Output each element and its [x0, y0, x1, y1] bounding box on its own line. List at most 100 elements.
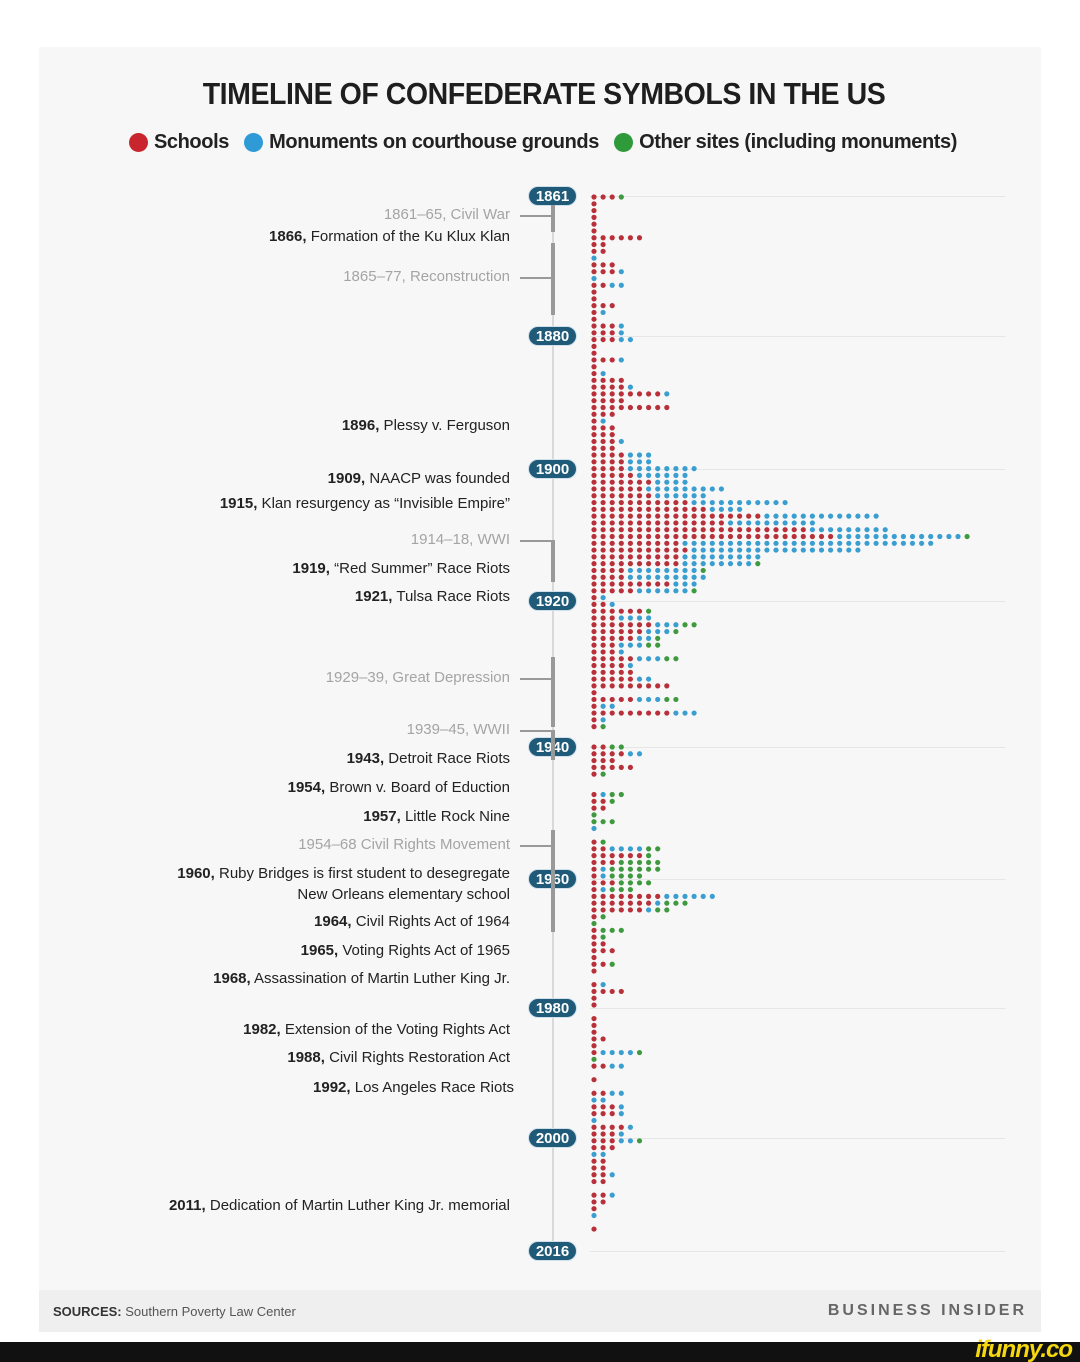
other-site-dot [636, 880, 643, 886]
school-dot [600, 547, 606, 553]
monument-dot [600, 886, 606, 893]
school-dot [591, 486, 597, 492]
school-dot [627, 635, 634, 641]
school-dot [618, 683, 624, 689]
school-dot [618, 628, 624, 635]
school-dot [600, 662, 606, 669]
monument-dot [828, 527, 834, 533]
school-dot [627, 540, 634, 546]
school-dot [618, 853, 624, 859]
school-dot [600, 194, 606, 200]
school-dot [591, 336, 597, 343]
monument-dot [673, 493, 679, 499]
monument-dot [609, 1090, 615, 1096]
school-dot [727, 513, 734, 519]
school-dot [591, 459, 597, 465]
school-dot [636, 391, 643, 397]
school-dot [600, 384, 606, 390]
school-dot [600, 506, 606, 512]
monument-dot [673, 479, 679, 485]
school-dot [600, 900, 606, 906]
school-dot [591, 330, 597, 336]
school-dot [609, 635, 615, 641]
school-dot [591, 595, 597, 601]
monument-dot [818, 540, 825, 546]
monument-dot [718, 486, 725, 492]
school-dot [609, 499, 615, 506]
monument-dot [700, 547, 706, 553]
other-site-dot [682, 622, 688, 628]
monument-dot [718, 561, 725, 567]
school-dot [600, 323, 606, 329]
other-site-dot [618, 866, 624, 872]
year-marker: 1980 [528, 998, 577, 1018]
school-dot [609, 303, 615, 309]
monument-dot [646, 486, 652, 492]
school-dot [618, 622, 624, 628]
monument-dot [700, 540, 706, 546]
monument-dot [755, 547, 761, 553]
school-dot [591, 391, 597, 397]
school-dot [591, 642, 597, 648]
event-year: 1968, [213, 970, 251, 987]
monument-dot [664, 588, 670, 594]
event-label: 2011, Dedication of Martin Luther King J… [169, 1195, 510, 1216]
school-dot [755, 513, 761, 519]
school-dot [591, 499, 597, 506]
school-dot [609, 859, 615, 866]
school-dot [591, 323, 597, 329]
other-site-dot [609, 819, 615, 825]
school-dot [636, 533, 643, 540]
other-site-dot [655, 846, 661, 852]
monument-dot [700, 893, 706, 899]
monument-dot [709, 540, 715, 546]
school-dot [609, 880, 615, 886]
monument-dot [764, 547, 770, 553]
other-site-dot [664, 900, 670, 906]
school-dot [591, 635, 597, 641]
monument-dot [600, 595, 606, 601]
school-dot [591, 893, 597, 899]
school-dot [782, 533, 788, 540]
school-dot [718, 520, 725, 526]
school-dot [627, 696, 634, 703]
monument-dot [636, 751, 643, 757]
other-site-dot [755, 561, 761, 567]
school-dot [591, 995, 597, 1001]
school-dot [600, 493, 606, 499]
monument-dot [709, 506, 715, 512]
school-dot [591, 941, 597, 947]
monument-dot [864, 513, 870, 519]
school-dot [591, 669, 597, 675]
school-dot [636, 479, 643, 485]
school-dot [591, 601, 597, 608]
green-dot-icon [614, 133, 634, 152]
period-connector [520, 540, 553, 542]
other-site-dot [609, 744, 615, 750]
monument-dot [600, 1049, 606, 1056]
event-label: 1921, Tulsa Race Riots [355, 586, 510, 607]
school-dot [655, 527, 661, 533]
monument-dot [673, 472, 679, 478]
school-dot [609, 520, 615, 526]
event-text: NAACP was founded [365, 470, 510, 487]
other-site-dot [609, 791, 615, 798]
school-dot [618, 472, 624, 478]
monument-dot [609, 282, 615, 288]
other-site-dot [600, 771, 606, 777]
school-dot [618, 588, 624, 594]
school-dot [609, 445, 615, 451]
school-dot [600, 330, 606, 336]
other-site-dot [673, 900, 679, 906]
school-dot [618, 398, 624, 404]
school-dot [727, 527, 734, 533]
school-dot [591, 1226, 597, 1232]
school-dot [782, 527, 788, 533]
school-dot [618, 533, 624, 540]
other-site-dot [646, 642, 652, 648]
school-dot [591, 954, 597, 961]
school-dot [627, 907, 634, 913]
school-dot [609, 642, 615, 648]
monument-dot [928, 533, 934, 540]
monument-dot [646, 615, 652, 621]
